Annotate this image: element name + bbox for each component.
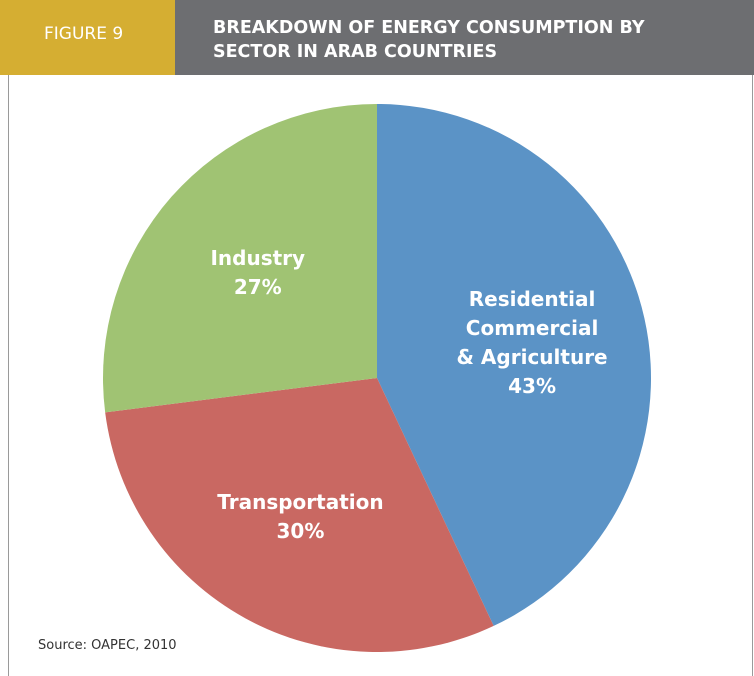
- pie-slice: [102, 104, 377, 413]
- value-label: 43%: [508, 374, 557, 399]
- pie-slice: [105, 378, 494, 652]
- figure-label: FIGURE 9: [0, 0, 175, 75]
- category: Residential Commercial & Agriculture: [456, 287, 608, 370]
- slice-label: Transportation 30%: [217, 488, 383, 546]
- category: Transportation: [217, 490, 384, 515]
- slice-label: Residential Commercial & Agriculture 43%: [457, 285, 608, 401]
- category: Industry: [210, 245, 306, 270]
- chart-title: BREAKDOWN OF ENERGY CONSUMPTION BY SECTO…: [175, 0, 754, 75]
- slice-label: Industry 27%: [210, 244, 305, 302]
- pie-slice: [377, 104, 651, 626]
- value-label: 30%: [276, 519, 325, 544]
- border: [752, 75, 753, 676]
- border: [8, 75, 9, 676]
- source: Source: OAPEC, 2010: [38, 638, 177, 653]
- value-label: 27%: [233, 274, 282, 299]
